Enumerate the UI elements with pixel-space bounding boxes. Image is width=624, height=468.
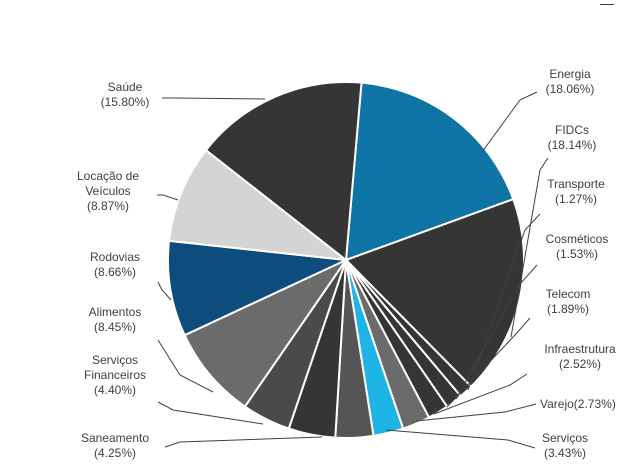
pie-slice-rodovias (167, 239, 350, 337)
pie-slice-energia (344, 81, 515, 262)
leader-line (510, 157, 549, 338)
slice-label: Saneamento (4.25%) (81, 431, 149, 460)
slice-label: Serviços Financeiros (4.40%) (84, 353, 146, 397)
slice-label: Serviços (3.43%) (542, 431, 588, 460)
leader-line (162, 97, 266, 100)
pie-slice-alimentos (183, 257, 349, 408)
slice-label: Varejo(2.73%) (540, 397, 616, 411)
slice-label: Energia (18.06%) (546, 67, 595, 96)
slice-label: FIDCs (18.14%) (548, 123, 597, 152)
pie-slice-loca-o-de-ve-culos (167, 148, 350, 262)
slice-label: Cosméticos (1.53%) (546, 232, 609, 261)
slice-label: Saúde (15.80%) (101, 80, 150, 109)
leader-line (164, 436, 323, 448)
leader-line (157, 281, 172, 301)
leader-lines (157, 91, 549, 449)
leader-line (455, 264, 538, 400)
slice-label: Transporte (1.27%) (547, 177, 605, 206)
slice-label: Alimentos (8.45%) (89, 305, 142, 334)
leader-line (481, 91, 538, 153)
leader-line (415, 403, 537, 422)
pie-slice-sa-de (204, 81, 363, 262)
leader-line (157, 339, 214, 393)
leader-line (157, 401, 264, 425)
slice-label: Infraestrutura (2.52%) (544, 342, 616, 371)
leader-line (467, 213, 541, 391)
pie-slice-fidcs (344, 197, 525, 388)
pie-slices (167, 81, 525, 439)
slice-label: Rodovias (8.66%) (90, 250, 140, 279)
slice-label: Telecom (1.89%) (546, 287, 591, 316)
slice-label: Locação de Veículos (8.87%) (77, 169, 139, 213)
leader-line (157, 194, 179, 201)
leader-line (385, 429, 536, 449)
slice-labels: Energia (18.06%) FIDCs (18.14%) Transporte (1… (77, 67, 616, 460)
leader-line (446, 317, 531, 408)
leader-line (433, 373, 528, 415)
corner-mark (600, 4, 614, 5)
